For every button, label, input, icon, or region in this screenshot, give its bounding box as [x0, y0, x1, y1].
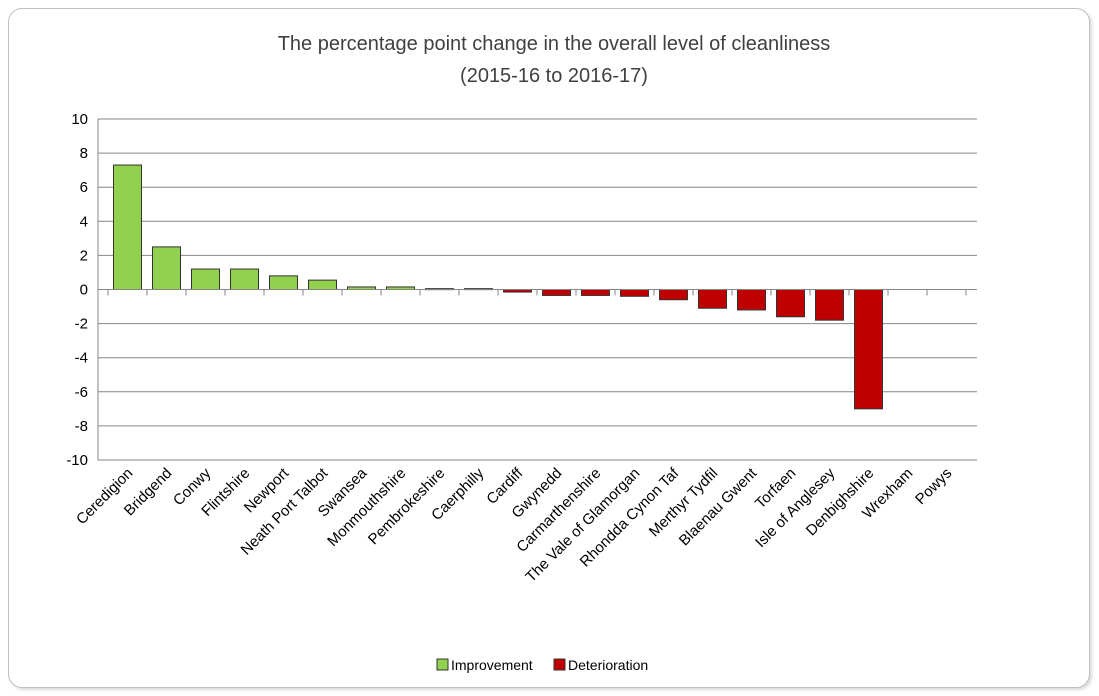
- y-tick-label: 10: [71, 111, 88, 128]
- bar-rhondda-cynon-taf: [659, 289, 688, 301]
- bar-conwy: [191, 268, 220, 291]
- legend-swatch-improvement: [436, 658, 449, 671]
- bar-torfaen: [776, 289, 805, 318]
- bar-gwynedd: [542, 289, 571, 296]
- bar-isle-of-anglesey: [815, 289, 844, 321]
- gridlines: [97, 118, 977, 461]
- legend-label-deterioration: Deterioration: [568, 657, 648, 673]
- legend: Improvement Deterioration: [436, 657, 648, 673]
- bars: [113, 164, 883, 410]
- chart-title: The percentage point change in the overa…: [278, 33, 831, 55]
- bar-merthyr-tydfil: [698, 289, 727, 309]
- category-labels: CeredigionBridgendConwyFlintshireNewport…: [73, 464, 955, 585]
- y-tick-label: -6: [75, 384, 88, 401]
- y-tick-label: -10: [66, 452, 88, 469]
- legend-swatch-deterioration: [553, 658, 566, 671]
- y-tick-label: 4: [80, 213, 88, 230]
- y-tick-label: -8: [75, 418, 88, 435]
- bar-flintshire: [230, 268, 259, 291]
- bar-carmarthenshire: [581, 289, 610, 296]
- y-tick-label: 2: [80, 247, 88, 264]
- bar-ceredigion: [113, 164, 142, 290]
- bar-blaenau-gwent: [737, 289, 766, 311]
- legend-label-improvement: Improvement: [451, 657, 533, 673]
- category-label: Ceredigion: [73, 465, 136, 528]
- bar-the-vale-of-glamorgan: [620, 289, 649, 297]
- y-tick-label: -4: [75, 350, 88, 367]
- bar-denbighshire: [854, 289, 883, 410]
- x-axis: [98, 289, 977, 296]
- category-label: Powys: [912, 465, 955, 508]
- y-tick-label: 6: [80, 179, 88, 196]
- y-tick-label: -2: [75, 316, 88, 333]
- bar-newport: [269, 275, 298, 290]
- bar-bridgend: [152, 246, 181, 290]
- y-axis-ticks: 10 8 6 4 2 0 -2 -4 -6 -8 -10: [66, 111, 88, 469]
- bar-neath-port-talbot: [308, 279, 337, 290]
- y-tick-label: 0: [80, 282, 88, 299]
- chart-frame: [8, 8, 1090, 688]
- y-tick-label: 8: [80, 145, 88, 162]
- chart-subtitle: (2015-16 to 2016-17): [460, 65, 648, 87]
